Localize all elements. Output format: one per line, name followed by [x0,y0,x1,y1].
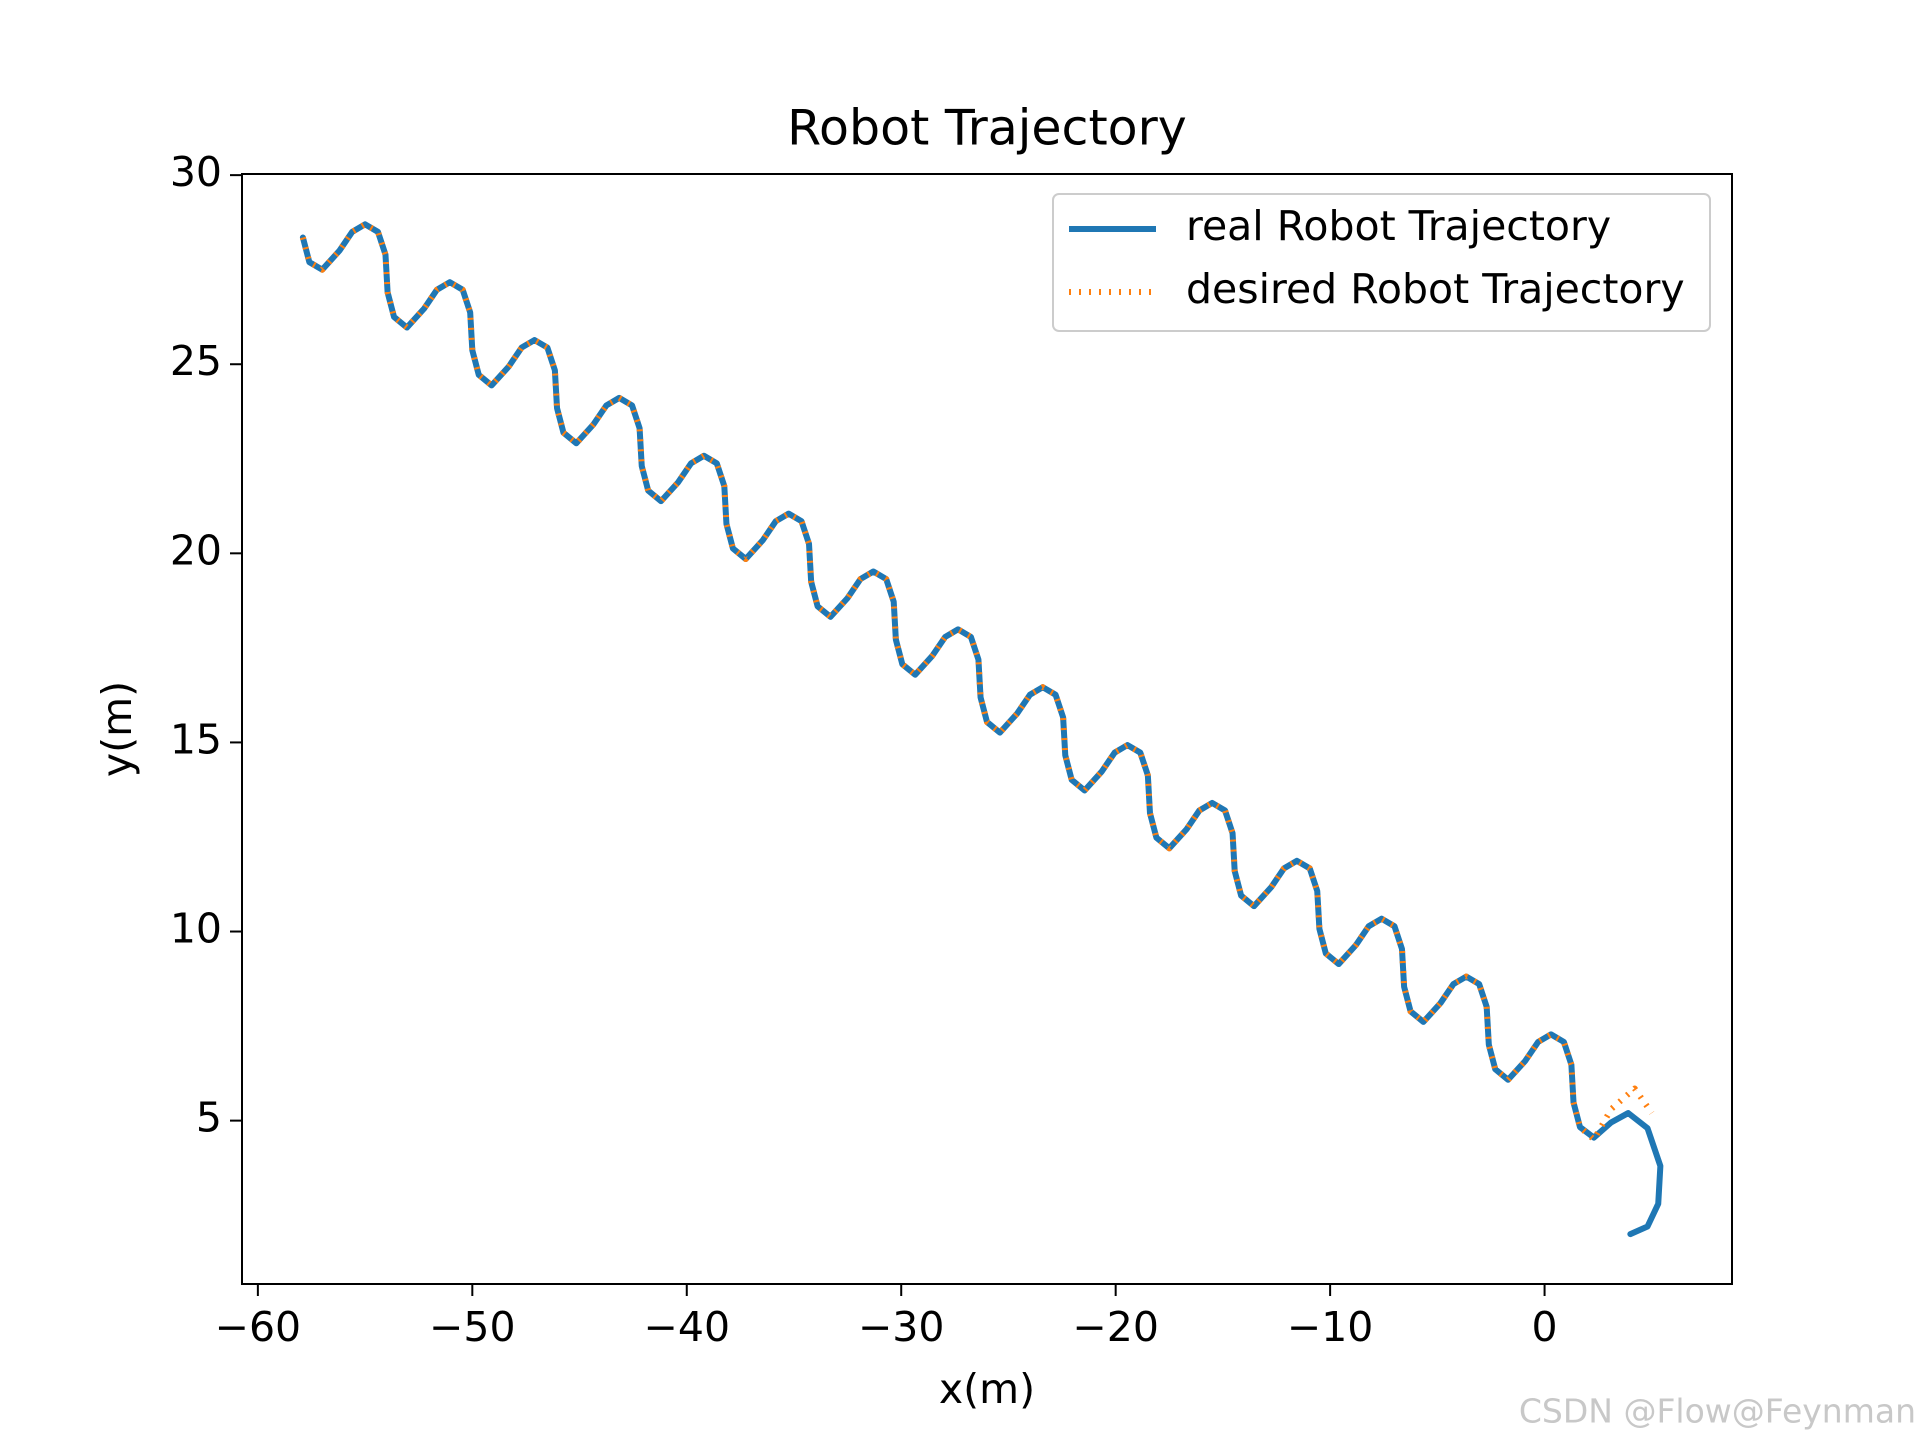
trajectory-line [299,221,1664,1238]
x-tick-label: −20 [1072,1303,1159,1351]
x-tick-label: 0 [1532,1303,1558,1351]
chart-title: Robot Trajectory [787,100,1187,157]
y-tick-label: 20 [170,526,222,574]
axes-frame [241,173,1733,1285]
y-tick-label: 15 [170,715,222,763]
x-axis-label: x(m) [939,1365,1035,1413]
watermark: CSDN @Flow@Feynman [1519,1392,1916,1431]
y-tick-label: 10 [170,905,222,953]
x-tick-label: −60 [215,1303,302,1351]
legend-label: real Robot Trajectory [1186,202,1611,250]
x-tick-label: −30 [858,1303,945,1351]
x-tick-label: −40 [644,1303,731,1351]
x-tick-label: −50 [429,1303,516,1351]
legend-box [1052,193,1711,332]
y-tick-label: 5 [196,1094,222,1142]
y-tick-label: 25 [170,337,222,385]
legend-label: desired Robot Trajectory [1186,265,1685,313]
y-axis-label: y(m) [93,681,141,777]
y-tick-label: 30 [170,148,222,196]
x-tick-label: −10 [1287,1303,1374,1351]
